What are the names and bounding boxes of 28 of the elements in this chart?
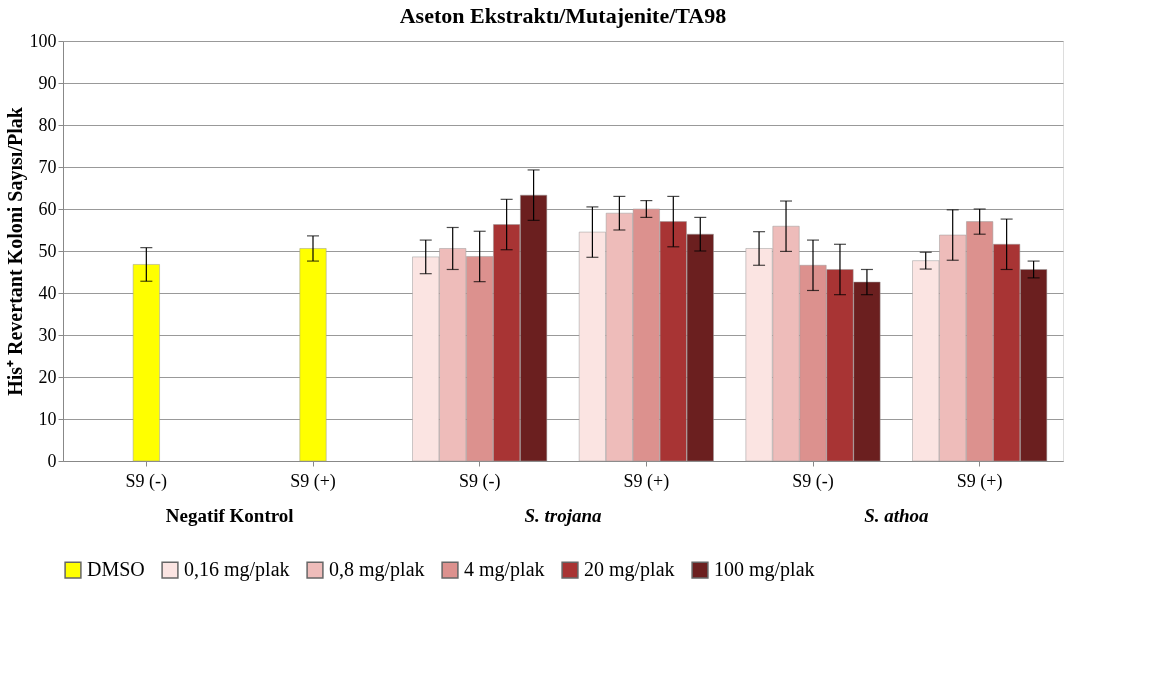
y-tick-label: 0 bbox=[47, 450, 57, 471]
y-tick-label: 100 bbox=[29, 30, 57, 51]
chart-title: Aseton Ekstraktı/Mutajenite/TA98 bbox=[399, 3, 727, 28]
y-tick-label: 50 bbox=[38, 240, 57, 261]
x-tick-label: S9 (-) bbox=[792, 470, 834, 492]
x-tick-label: S9 (-) bbox=[458, 470, 501, 492]
y-tick-label: 70 bbox=[38, 156, 57, 177]
x-tick-label: S9 (-) bbox=[125, 470, 168, 492]
text: Negatif Kontrol bbox=[165, 505, 294, 526]
x-tick-label: S9 (+) bbox=[956, 470, 1003, 492]
x-tick-label: S9 (+) bbox=[623, 470, 670, 492]
text: S. athoa bbox=[864, 505, 930, 526]
y-tick-label: 90 bbox=[38, 72, 57, 93]
y-tick-label: 60 bbox=[38, 198, 57, 219]
legend-label: 4 mg/plak bbox=[464, 558, 545, 582]
y-tick-label: 30 bbox=[38, 324, 57, 345]
legend-label: DMSO bbox=[87, 558, 145, 581]
legend-label: 0,16 mg/plak bbox=[184, 558, 290, 582]
y-tick-label: 10 bbox=[38, 408, 57, 429]
y-tick-label: 80 bbox=[38, 114, 57, 135]
legend-label: 20 mg/plak bbox=[584, 558, 675, 582]
text: S. trojana bbox=[524, 505, 603, 526]
legend-label: 100 mg/plak bbox=[714, 558, 815, 582]
y-axis-title: His⁺ Revertant Koloni Sayısı/Plak bbox=[3, 106, 27, 396]
x-tick-label: S9 (+) bbox=[290, 470, 336, 492]
y-tick-label: 20 bbox=[38, 366, 57, 387]
legend-label: 0,8 mg/plak bbox=[329, 558, 425, 582]
y-tick-label: 40 bbox=[38, 282, 57, 303]
